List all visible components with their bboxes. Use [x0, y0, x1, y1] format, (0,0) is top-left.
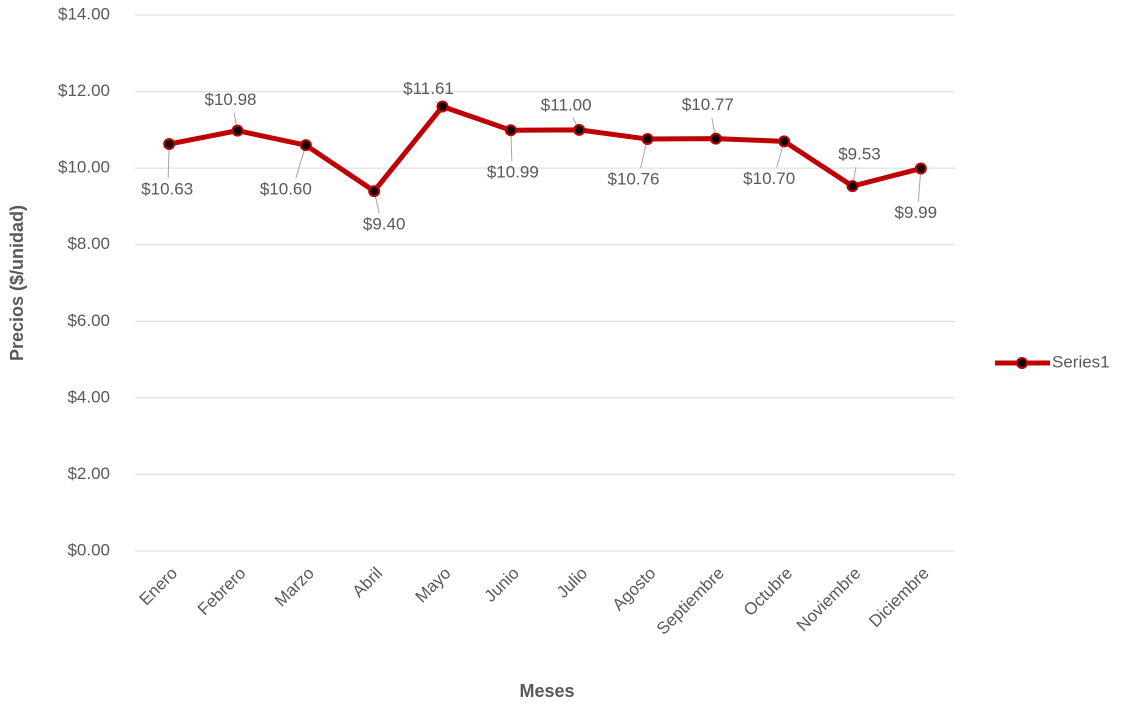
y-tick-label: $10.00 — [58, 158, 110, 177]
y-tick-label: $12.00 — [58, 81, 110, 100]
x-tick-label: Agosto — [609, 564, 660, 615]
x-tick-label: Julio — [553, 564, 591, 602]
marker — [368, 185, 381, 198]
marker — [163, 138, 176, 151]
x-tick-label: Abril — [349, 564, 386, 601]
x-tick-label: Mayo — [412, 564, 455, 607]
data-label: $10.98 — [205, 90, 257, 109]
x-tick-label: Noviembre — [793, 564, 865, 636]
data-label: $9.99 — [895, 203, 938, 222]
legend-marker — [1016, 357, 1028, 369]
data-label: $10.63 — [141, 180, 193, 199]
marker — [436, 100, 449, 113]
data-label: $11.00 — [541, 95, 592, 114]
x-tick-label: Febrero — [194, 564, 250, 620]
y-axis-title: Precios ($/unidad) — [7, 205, 27, 361]
y-tick-label: $6.00 — [67, 311, 110, 330]
x-axis-title: Meses — [519, 681, 574, 701]
data-label: $10.60 — [260, 180, 312, 199]
data-label: $10.77 — [682, 95, 734, 114]
x-tick-label: Enero — [136, 564, 182, 610]
data-label: $10.70 — [743, 169, 795, 188]
y-tick-label: $8.00 — [67, 234, 110, 253]
data-label: $9.53 — [838, 145, 881, 164]
y-tick-label: $14.00 — [58, 4, 110, 23]
y-tick-label: $2.00 — [67, 464, 110, 483]
x-tick-label: Septiembre — [653, 564, 728, 639]
marker — [709, 132, 722, 145]
marker — [778, 135, 791, 148]
marker — [846, 180, 859, 193]
y-tick-label: $4.00 — [67, 387, 110, 406]
marker — [299, 139, 312, 152]
y-tick-label: $0.00 — [67, 540, 110, 559]
marker — [504, 124, 517, 137]
legend-label: Series1 — [1052, 352, 1110, 371]
data-label: $10.99 — [487, 163, 539, 182]
x-tick-label: Marzo — [271, 564, 318, 611]
marker — [914, 162, 927, 175]
x-tick-label: Diciembre — [865, 564, 933, 632]
x-tick-label: Junio — [481, 564, 523, 606]
x-tick-label: Octubre — [740, 564, 796, 620]
data-label: $11.61 — [403, 79, 454, 98]
series-line — [168, 104, 922, 194]
marker — [641, 133, 654, 146]
data-label: $9.40 — [363, 215, 406, 234]
data-label: $10.76 — [608, 170, 660, 189]
marker — [573, 123, 586, 136]
marker — [231, 124, 244, 137]
